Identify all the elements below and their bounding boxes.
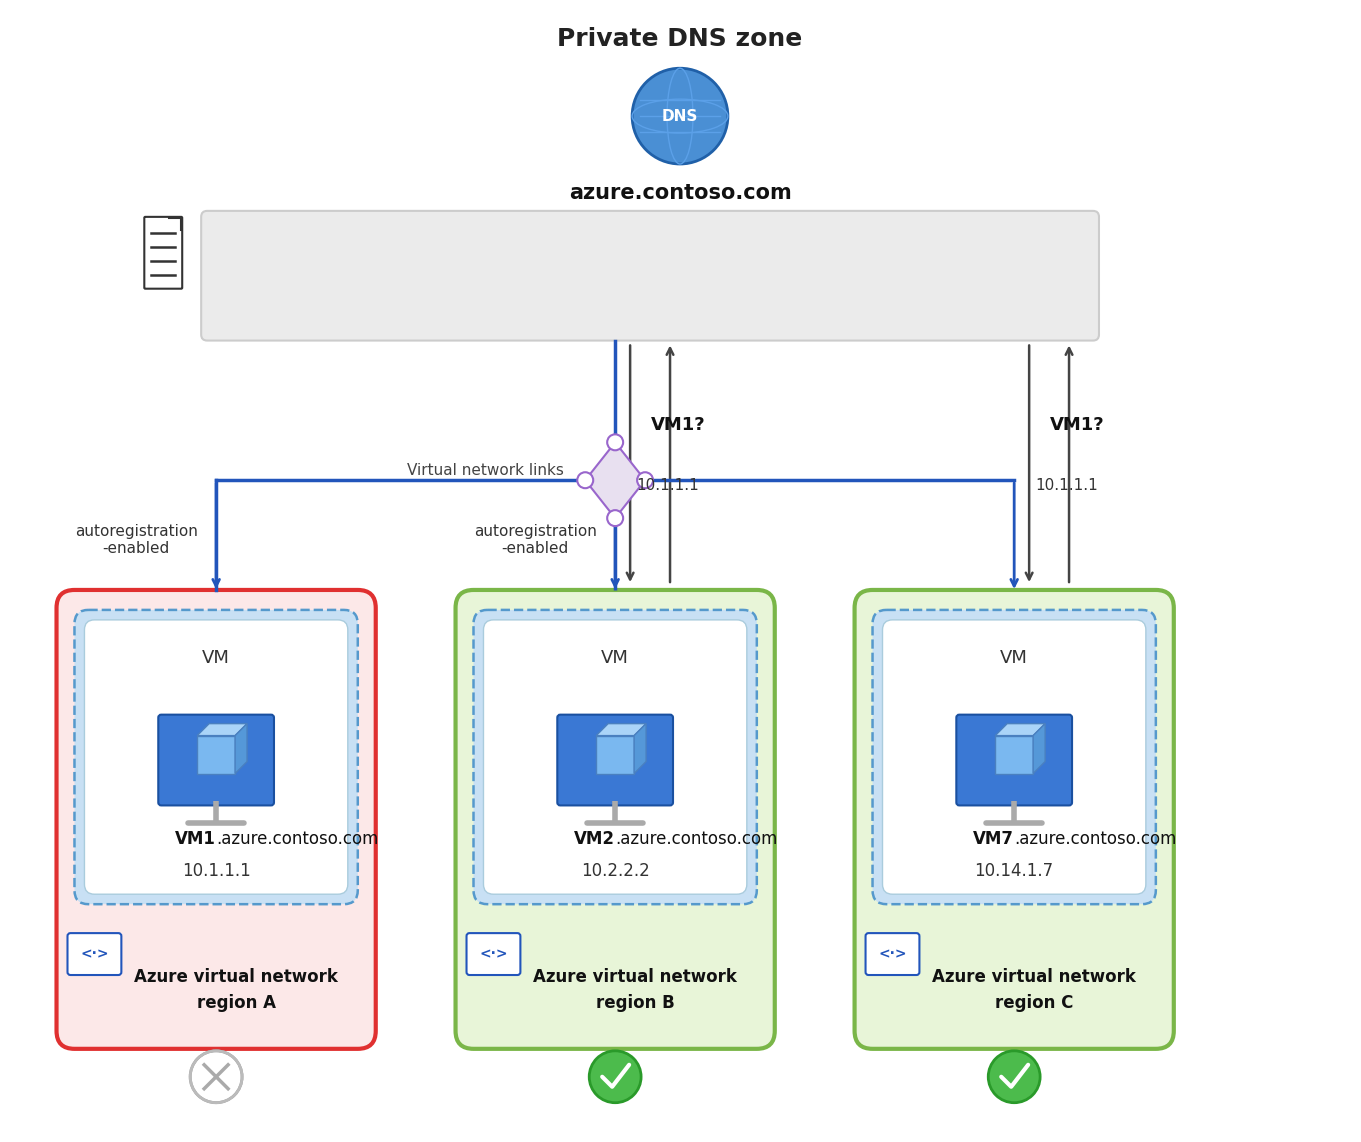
Text: vm1   IN   A   10.1.1.1: vm1 IN A 10.1.1.1 bbox=[553, 257, 749, 275]
Text: VM: VM bbox=[602, 649, 629, 667]
Polygon shape bbox=[197, 724, 248, 735]
Polygon shape bbox=[596, 735, 634, 773]
Text: region C: region C bbox=[995, 994, 1074, 1012]
FancyBboxPatch shape bbox=[201, 211, 1098, 340]
Text: .azure.contoso.com: .azure.contoso.com bbox=[615, 830, 777, 849]
FancyBboxPatch shape bbox=[557, 715, 674, 805]
Text: VM7: VM7 bbox=[973, 830, 1014, 849]
Text: <·>: <·> bbox=[80, 947, 109, 962]
FancyBboxPatch shape bbox=[57, 590, 376, 1048]
Text: Azure virtual network: Azure virtual network bbox=[932, 968, 1136, 986]
FancyBboxPatch shape bbox=[866, 933, 920, 975]
Polygon shape bbox=[596, 724, 646, 735]
Text: region B: region B bbox=[596, 994, 675, 1012]
Circle shape bbox=[577, 473, 593, 488]
FancyBboxPatch shape bbox=[144, 217, 182, 289]
Polygon shape bbox=[634, 724, 646, 773]
Circle shape bbox=[607, 510, 623, 526]
Text: region A: region A bbox=[196, 994, 275, 1012]
FancyBboxPatch shape bbox=[68, 933, 121, 975]
Text: Azure virtual network: Azure virtual network bbox=[534, 968, 738, 986]
Text: 10.1.1.1: 10.1.1.1 bbox=[1036, 477, 1098, 492]
Text: 10.1.1.1: 10.1.1.1 bbox=[182, 862, 250, 880]
FancyBboxPatch shape bbox=[872, 610, 1155, 904]
Text: VM1?: VM1? bbox=[651, 417, 705, 434]
Text: <·>: <·> bbox=[479, 947, 508, 962]
Circle shape bbox=[988, 1051, 1040, 1103]
FancyBboxPatch shape bbox=[855, 590, 1173, 1048]
FancyBboxPatch shape bbox=[474, 610, 757, 904]
Text: VM: VM bbox=[203, 649, 230, 667]
Text: 10.14.1.7: 10.14.1.7 bbox=[974, 862, 1053, 880]
Text: Private DNS zone: Private DNS zone bbox=[558, 27, 803, 51]
FancyBboxPatch shape bbox=[84, 620, 348, 894]
Polygon shape bbox=[995, 735, 1033, 773]
Polygon shape bbox=[197, 735, 235, 773]
Text: 10.2.2.2: 10.2.2.2 bbox=[581, 862, 649, 880]
Text: Azure virtual network: Azure virtual network bbox=[135, 968, 338, 986]
Text: VM1?: VM1? bbox=[1049, 417, 1104, 434]
Polygon shape bbox=[1033, 724, 1045, 773]
Text: autoregistration
-enabled: autoregistration -enabled bbox=[474, 524, 596, 556]
Polygon shape bbox=[995, 724, 1045, 735]
Polygon shape bbox=[235, 724, 248, 773]
Text: VM1: VM1 bbox=[176, 830, 216, 849]
Circle shape bbox=[607, 434, 623, 450]
FancyBboxPatch shape bbox=[75, 610, 358, 904]
Circle shape bbox=[637, 473, 653, 488]
Circle shape bbox=[191, 1051, 242, 1103]
FancyBboxPatch shape bbox=[467, 933, 520, 975]
Text: .azure.contoso.com: .azure.contoso.com bbox=[216, 830, 378, 849]
Circle shape bbox=[589, 1051, 641, 1103]
Text: VM: VM bbox=[1000, 649, 1028, 667]
Text: DNS: DNS bbox=[661, 108, 698, 123]
Text: VM2: VM2 bbox=[574, 830, 615, 849]
Text: vm2   IN   A   10.2.2.2: vm2 IN A 10.2.2.2 bbox=[551, 297, 749, 315]
Polygon shape bbox=[585, 442, 645, 518]
FancyBboxPatch shape bbox=[483, 620, 747, 894]
FancyBboxPatch shape bbox=[158, 715, 274, 805]
Circle shape bbox=[632, 69, 728, 164]
Text: Virtual network links: Virtual network links bbox=[407, 463, 563, 477]
Text: azure.contoso.com: azure.contoso.com bbox=[569, 183, 791, 203]
Text: <·>: <·> bbox=[878, 947, 906, 962]
FancyBboxPatch shape bbox=[957, 715, 1072, 805]
FancyBboxPatch shape bbox=[456, 590, 774, 1048]
Text: .azure.contoso.com: .azure.contoso.com bbox=[1014, 830, 1176, 849]
Text: 10.1.1.1: 10.1.1.1 bbox=[637, 477, 700, 492]
Text: autoregistration
-enabled: autoregistration -enabled bbox=[75, 524, 197, 556]
FancyBboxPatch shape bbox=[882, 620, 1146, 894]
